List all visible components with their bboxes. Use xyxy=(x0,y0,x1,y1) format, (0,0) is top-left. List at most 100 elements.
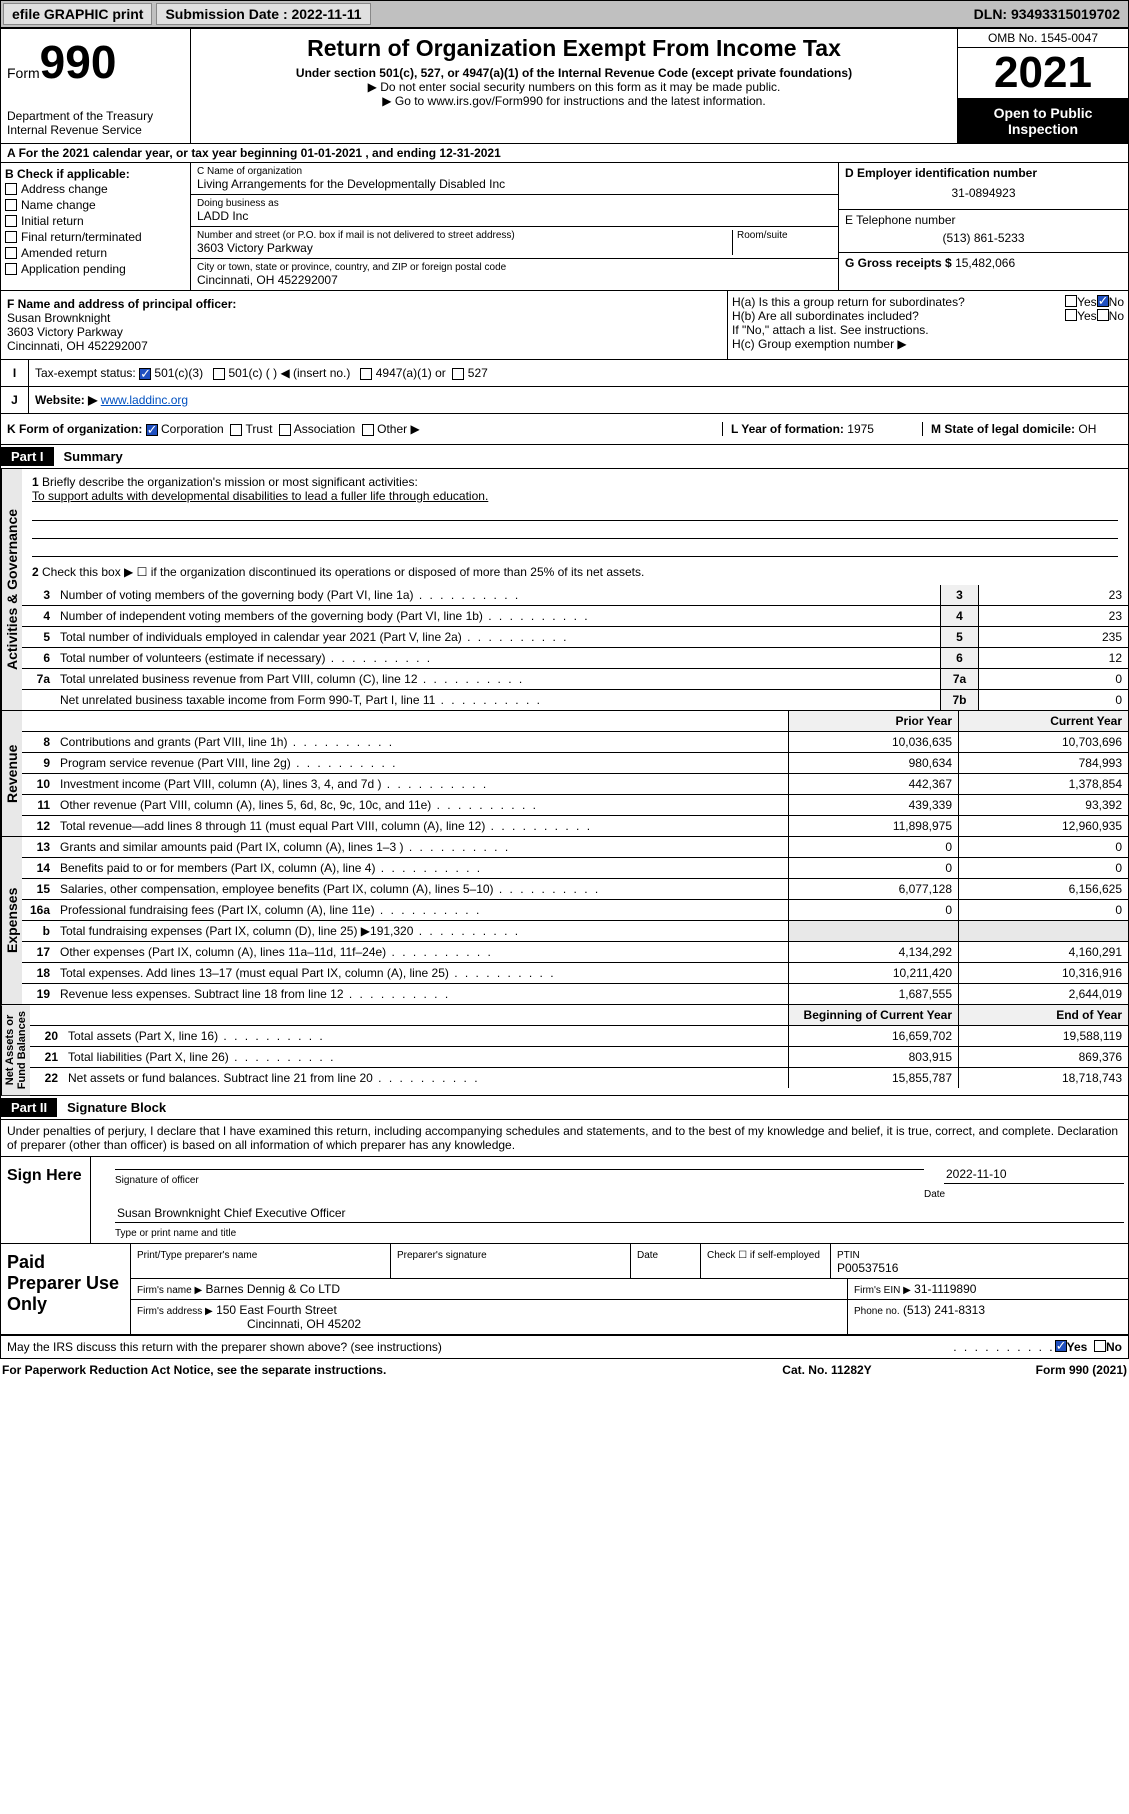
department: Department of the Treasury Internal Reve… xyxy=(7,109,184,137)
e-label: E Telephone number xyxy=(845,213,1122,227)
current-year-hdr: Current Year xyxy=(958,711,1128,731)
firm-ein: 31-1119890 xyxy=(914,1282,976,1296)
addr-label: Number and street (or P.O. box if mail i… xyxy=(197,230,732,241)
d-label: D Employer identification number xyxy=(845,166,1122,180)
i-501c3[interactable] xyxy=(139,368,151,380)
c-name-label: C Name of organization xyxy=(197,166,832,177)
city-label: City or town, state or province, country… xyxy=(197,262,832,273)
row-i: I Tax-exempt status: 501(c)(3) 501(c) ( … xyxy=(0,360,1129,387)
vtab-revenue: Revenue xyxy=(1,711,22,836)
row-f-h: F Name and address of principal officer:… xyxy=(0,291,1129,360)
year-formation: 1975 xyxy=(847,422,874,436)
k-label: K Form of organization: xyxy=(7,422,142,436)
row-a: A For the 2021 calendar year, or tax yea… xyxy=(0,144,1129,163)
street-address: 3603 Victory Parkway xyxy=(197,241,732,255)
efile-print-button[interactable]: efile GRAPHIC print xyxy=(3,3,152,25)
f-label: F Name and address of principal officer: xyxy=(7,297,721,311)
subtitle-1: Under section 501(c), 527, or 4947(a)(1)… xyxy=(197,66,951,80)
hb-note: If "No," attach a list. See instructions… xyxy=(732,323,1124,337)
may-no[interactable] xyxy=(1094,1340,1106,1352)
paid-preparer-label: Paid Preparer Use Only xyxy=(1,1244,131,1334)
form-title: Return of Organization Exempt From Incom… xyxy=(197,35,951,62)
dln: DLN: 93493315019702 xyxy=(974,6,1128,22)
check-name-change[interactable]: Name change xyxy=(5,197,186,213)
prior-year-hdr: Prior Year xyxy=(788,711,958,731)
activities-governance-block: Activities & Governance 1 Briefly descri… xyxy=(0,469,1129,711)
omb-number: OMB No. 1545-0047 xyxy=(958,29,1128,48)
g-label: G Gross receipts $ xyxy=(845,256,952,270)
i-501c[interactable] xyxy=(213,368,225,380)
dba-label: Doing business as xyxy=(197,198,832,209)
vtab-netassets: Net Assets or Fund Balances xyxy=(1,1005,30,1095)
part1-header: Part ISummary xyxy=(0,445,1129,469)
q2: Check this box ▶ ☐ if the organization d… xyxy=(42,565,644,579)
org-name: Living Arrangements for the Developmenta… xyxy=(197,177,832,191)
b-title: B Check if applicable: xyxy=(5,167,186,181)
officer-name: Susan Brownknight xyxy=(7,311,721,325)
row-klm: K Form of organization: Corporation Trus… xyxy=(0,414,1129,445)
page-footer: For Paperwork Reduction Act Notice, see … xyxy=(0,1359,1129,1381)
ha-no[interactable] xyxy=(1097,295,1109,307)
j-label: Website: ▶ xyxy=(35,393,97,407)
gross-receipts: 15,482,066 xyxy=(955,256,1015,270)
q1: Briefly describe the organization's miss… xyxy=(42,475,418,489)
sign-here-label: Sign Here xyxy=(1,1157,91,1243)
eoy-hdr: End of Year xyxy=(958,1005,1128,1025)
top-bar: efile GRAPHIC print Submission Date : 20… xyxy=(0,0,1129,28)
hb-no[interactable] xyxy=(1097,309,1109,321)
ha-yes[interactable] xyxy=(1065,295,1077,307)
website-link[interactable]: www.laddinc.org xyxy=(101,393,188,407)
k-assoc[interactable] xyxy=(279,424,291,436)
revenue-block: Revenue Prior YearCurrent Year 8Contribu… xyxy=(0,711,1129,837)
open-to-public: Open to Public Inspection xyxy=(958,99,1128,143)
part2-header: Part IISignature Block xyxy=(0,1096,1129,1120)
ha-label: H(a) Is this a group return for subordin… xyxy=(732,295,1065,309)
sign-here-block: Sign Here Signature of officer2022-11-10… xyxy=(0,1157,1129,1336)
subtitle-2: ▶ Do not enter social security numbers o… xyxy=(197,80,951,94)
firm-phone: (513) 241-8313 xyxy=(903,1303,985,1317)
form-header: Form990 Department of the Treasury Inter… xyxy=(0,28,1129,144)
room-label: Room/suite xyxy=(732,230,832,255)
check-final-return[interactable]: Final return/terminated xyxy=(5,229,186,245)
dba: LADD Inc xyxy=(197,209,832,223)
may-yes[interactable] xyxy=(1055,1340,1067,1352)
boy-hdr: Beginning of Current Year xyxy=(788,1005,958,1025)
firm-name: Barnes Dennig & Co LTD xyxy=(206,1282,341,1296)
hb-yes[interactable] xyxy=(1065,309,1077,321)
subtitle-3: ▶ Go to www.irs.gov/Form990 for instruct… xyxy=(197,94,951,108)
k-trust[interactable] xyxy=(230,424,242,436)
check-initial-return[interactable]: Initial return xyxy=(5,213,186,229)
check-address-change[interactable]: Address change xyxy=(5,181,186,197)
tax-year: 2021 xyxy=(958,48,1128,99)
ein: 31-0894923 xyxy=(845,180,1122,206)
form-number: 990 xyxy=(40,36,117,88)
telephone: (513) 861-5233 xyxy=(845,227,1122,249)
k-other[interactable] xyxy=(362,424,374,436)
i-4947[interactable] xyxy=(360,368,372,380)
declaration: Under penalties of perjury, I declare th… xyxy=(0,1120,1129,1157)
may-discuss-row: May the IRS discuss this return with the… xyxy=(0,1336,1129,1359)
netassets-block: Net Assets or Fund Balances Beginning of… xyxy=(0,1005,1129,1096)
officer-city: Cincinnati, OH 452292007 xyxy=(7,339,721,353)
hb-label: H(b) Are all subordinates included? xyxy=(732,309,1065,323)
hc-label: H(c) Group exemption number ▶ xyxy=(732,337,1124,351)
vtab-activities: Activities & Governance xyxy=(1,469,22,710)
check-amended[interactable]: Amended return xyxy=(5,245,186,261)
i-label: Tax-exempt status: xyxy=(35,366,136,380)
ptin: P00537516 xyxy=(837,1261,898,1275)
form-label: Form xyxy=(7,65,40,81)
vtab-expenses: Expenses xyxy=(1,837,22,1004)
city-state-zip: Cincinnati, OH 452292007 xyxy=(197,273,832,287)
submission-date: Submission Date : 2022-11-11 xyxy=(156,3,370,25)
expenses-block: Expenses 13Grants and similar amounts pa… xyxy=(0,837,1129,1005)
section-bcd: B Check if applicable: Address change Na… xyxy=(0,163,1129,291)
officer-addr: 3603 Victory Parkway xyxy=(7,325,721,339)
mission-text: To support adults with developmental dis… xyxy=(32,489,488,503)
k-corp[interactable] xyxy=(146,424,158,436)
row-j: J Website: ▶ www.laddinc.org xyxy=(0,387,1129,414)
i-527[interactable] xyxy=(452,368,464,380)
sign-date: 2022-11-10 xyxy=(944,1165,1124,1184)
firm-address: 150 East Fourth Street xyxy=(216,1303,337,1317)
officer-name-title: Susan Brownknight Chief Executive Office… xyxy=(115,1204,1124,1223)
check-application-pending[interactable]: Application pending xyxy=(5,261,186,277)
